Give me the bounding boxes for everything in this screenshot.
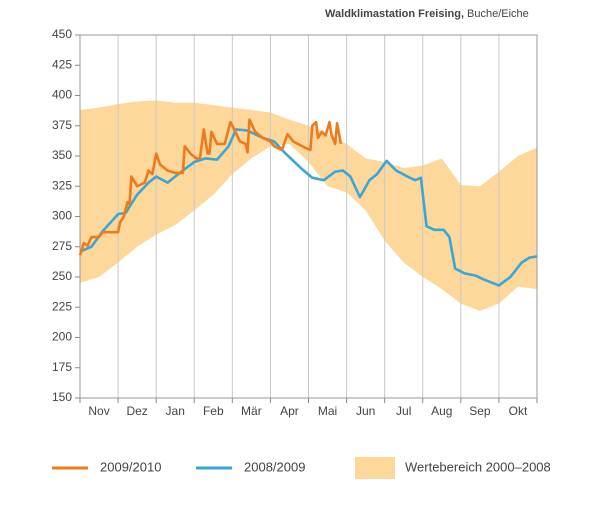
y-tick-label: 225 xyxy=(52,299,72,313)
y-tick-label: 350 xyxy=(52,148,72,162)
y-tick-label: 200 xyxy=(52,330,72,344)
y-tick-label: 400 xyxy=(52,88,72,102)
y-tick-label: 325 xyxy=(52,178,72,192)
y-tick-label: 250 xyxy=(52,269,72,283)
series-line xyxy=(79,128,538,287)
plot-frame xyxy=(79,34,538,399)
chart-subtitle: Buche/Eiche xyxy=(467,8,529,20)
chart-title: Waldklimastation Freising, xyxy=(325,8,464,20)
x-tick-label: Nov xyxy=(88,404,109,418)
series-line xyxy=(78,118,343,256)
x-tick-label: Jul xyxy=(396,404,411,418)
x-tick-label: Aug xyxy=(431,404,452,418)
legend-label: 2009/2010 xyxy=(100,459,161,474)
y-tick-label: 425 xyxy=(52,57,72,71)
legend-label: Wertebereich 2000–2008 xyxy=(405,459,551,474)
y-tick-label: 300 xyxy=(52,209,72,223)
legend-swatch xyxy=(355,457,395,479)
x-tick-label: Apr xyxy=(280,404,299,418)
x-tick-label: Jan xyxy=(166,404,185,418)
x-tick-label: Mai xyxy=(318,404,337,418)
x-tick-label: Okt xyxy=(509,404,528,418)
y-tick-label: 450 xyxy=(52,27,72,41)
x-tick-label: Sep xyxy=(469,404,491,418)
legend-label: 2008/2009 xyxy=(244,459,305,474)
x-tick-label: Mär xyxy=(241,404,262,418)
y-tick-label: 150 xyxy=(52,390,72,404)
y-tick-label: 375 xyxy=(52,118,72,132)
x-tick-label: Dez xyxy=(126,404,147,418)
x-tick-label: Feb xyxy=(203,404,224,418)
x-tick-label: Jun xyxy=(356,404,375,418)
y-tick-label: 175 xyxy=(52,360,72,374)
y-tick-label: 275 xyxy=(52,239,72,253)
